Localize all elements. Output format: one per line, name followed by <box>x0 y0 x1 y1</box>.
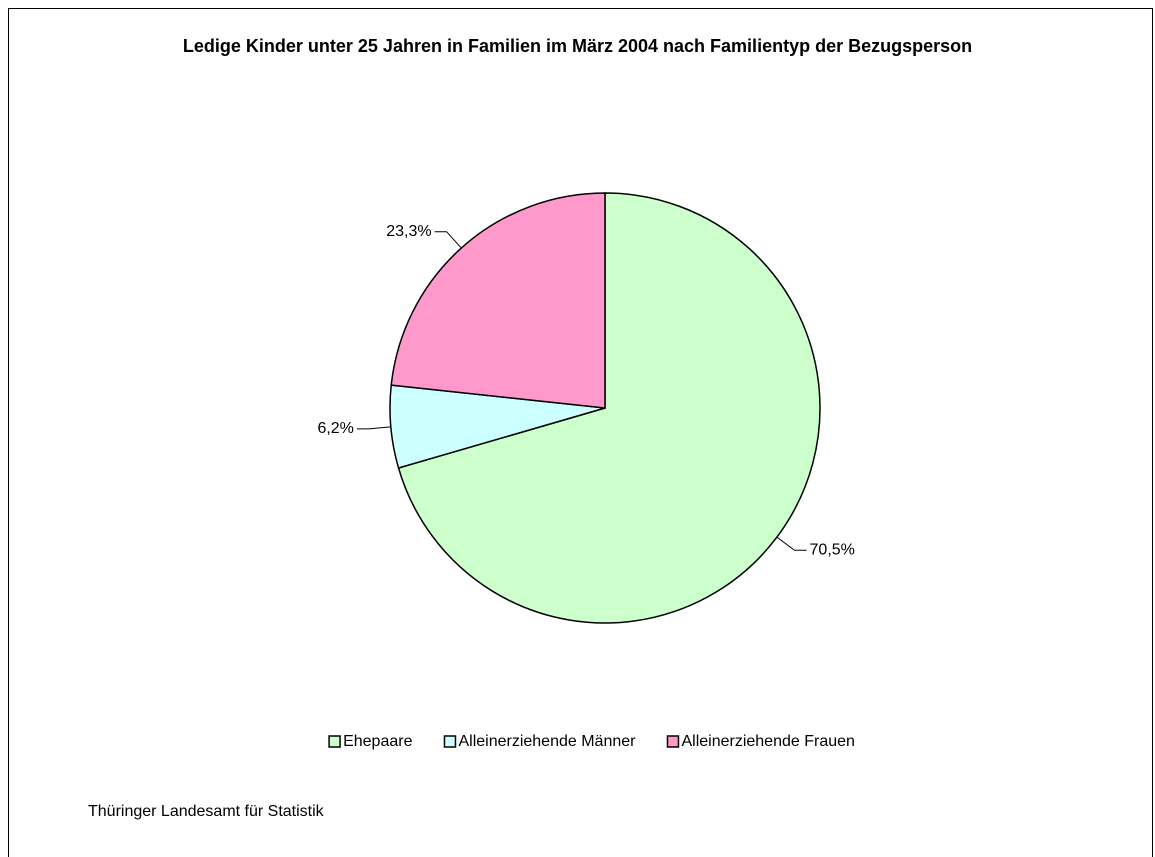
source-note: Thüringer Landesamt für Statistik <box>88 803 325 820</box>
data-label: 23,3% <box>386 223 431 240</box>
title-box: Ledige Kinder unter 25 Jahren in Familie… <box>0 34 1155 58</box>
legend-label: Alleinerziehende Frauen <box>681 733 854 750</box>
leader-line <box>356 426 391 430</box>
data-label: 6,2% <box>317 420 353 437</box>
legend-label: Alleinerziehende Männer <box>458 733 636 750</box>
legend-swatch <box>666 735 680 748</box>
data-label: 70,5% <box>810 542 855 559</box>
legend-swatch <box>328 735 341 748</box>
legend-swatch <box>443 735 457 748</box>
chart-title: Ledige Kinder unter 25 Jahren in Familie… <box>182 36 973 56</box>
leader-line <box>434 231 462 249</box>
legend-label: Ehepaare <box>343 733 412 750</box>
chart-border <box>8 8 1153 857</box>
leader-line <box>776 536 807 551</box>
